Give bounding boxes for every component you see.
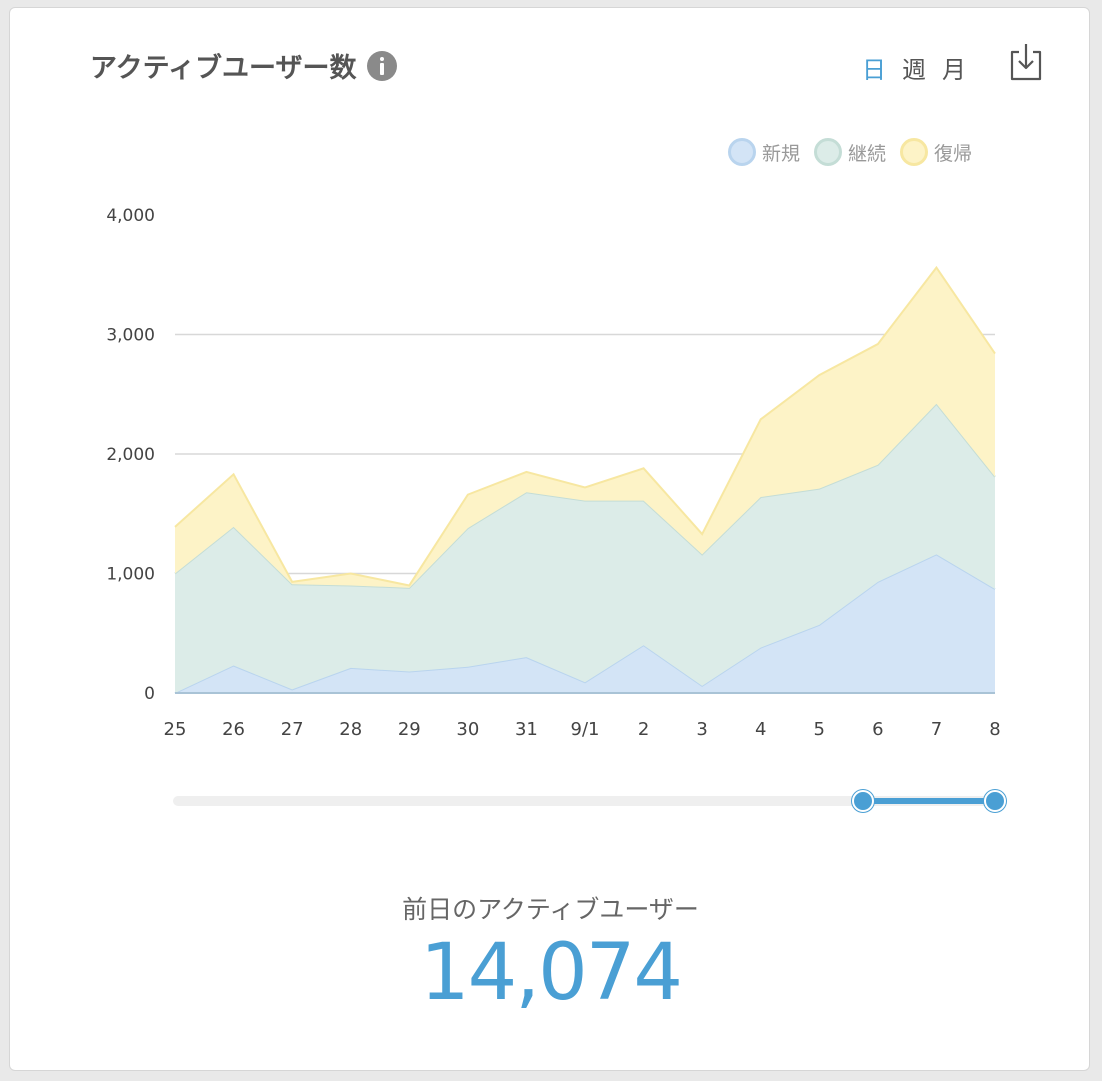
x-tick-label: 26: [222, 719, 245, 740]
x-tick-label: 9/1: [571, 719, 600, 740]
legend-swatch-new: [728, 138, 756, 166]
range-slider-track[interactable]: [173, 796, 995, 806]
active-users-card: アクティブユーザー数 日 週 月 新規 継続 復帰 0 1,000 2,000 3,0…: [9, 7, 1090, 1071]
legend-label-new: 新規: [762, 142, 801, 165]
y-tick-label: 2,000: [106, 445, 155, 465]
area-continuing: [175, 403, 995, 693]
period-tabs: 日 週 月: [862, 50, 966, 85]
area-chart: 0 1,000 2,000 3,000 4,000 25 26 27 28 29 30 31 9/1 2 3…: [106, 206, 1000, 740]
area-returning-line: [174, 265, 996, 587]
x-tick-label: 30: [456, 719, 479, 740]
range-slider-selection[interactable]: [863, 798, 995, 804]
legend-item-continuing[interactable]: 継続: [814, 138, 886, 166]
legend-item-new[interactable]: 新規: [728, 138, 800, 166]
y-tick-label: 0: [144, 684, 155, 704]
x-tick-label: 3: [696, 719, 707, 740]
legend: 新規 継続 復帰: [728, 138, 972, 166]
x-tick-label: 28: [339, 719, 362, 740]
legend-item-returning[interactable]: 復帰: [900, 138, 972, 166]
legend-swatch-continuing: [814, 138, 843, 166]
card-title: アクティブユーザー数: [90, 46, 397, 85]
range-slider-start-handle[interactable]: [852, 790, 875, 812]
x-tick-label: 25: [164, 719, 187, 740]
x-tick-label: 8: [989, 719, 1000, 740]
x-tick-label: 5: [814, 719, 825, 740]
area-new: [175, 554, 995, 693]
y-tick-label: 1,000: [106, 565, 155, 585]
info-icon[interactable]: [366, 50, 397, 81]
tab-day[interactable]: 日: [862, 56, 886, 84]
range-slider-end-handle[interactable]: [984, 790, 1006, 812]
y-tick-label: 4,000: [106, 206, 155, 226]
y-tick-label: 3,000: [106, 326, 155, 346]
x-tick-label: 6: [872, 719, 883, 740]
legend-label-returning: 復帰: [934, 142, 973, 165]
card-title-text: アクティブユーザー数: [90, 53, 357, 84]
x-tick-label: 31: [515, 719, 538, 740]
x-tick-label: 2: [638, 719, 649, 740]
download-icon[interactable]: [1008, 42, 1044, 82]
legend-label-continuing: 継続: [848, 142, 887, 165]
tab-week[interactable]: 週: [902, 56, 926, 84]
x-tick-label: 29: [398, 719, 421, 740]
tab-month[interactable]: 月: [942, 56, 966, 84]
summary-label: 前日のアクティブユーザー: [402, 895, 699, 924]
x-tick-label: 27: [281, 719, 304, 740]
x-tick-label: 7: [931, 719, 942, 740]
x-tick-label: 4: [755, 719, 766, 740]
summary-value: 14,074: [420, 928, 683, 1018]
legend-swatch-returning: [900, 138, 929, 166]
